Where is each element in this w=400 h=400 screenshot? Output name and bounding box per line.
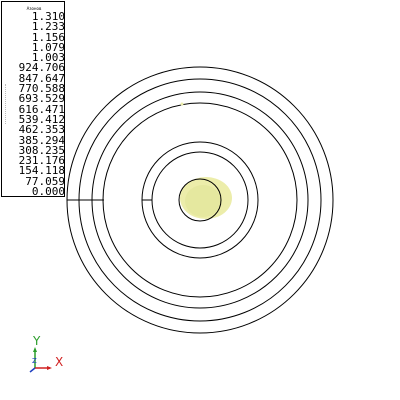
contour-speck <box>180 102 184 106</box>
legend-value: 1.310 <box>31 12 65 23</box>
legend-value: 1.156 <box>31 32 65 43</box>
legend-value: 847.647 <box>18 73 65 85</box>
axis-label-z: Z <box>32 357 37 365</box>
legend-value: 154.118 <box>18 166 65 177</box>
legend-value: 1.079 <box>31 42 65 54</box>
legend-value: 0.000 <box>31 187 65 198</box>
legend-value: 1.003 <box>31 53 65 64</box>
contour-legend: Азонов 1.310 1.233 1.156 1.079 1.003 924… <box>1 1 65 197</box>
legend-scale-marks <box>5 84 8 124</box>
legend-value-list: 1.310 1.233 1.156 1.079 1.003 924.706 84… <box>2 12 65 197</box>
legend-value: 308.235 <box>18 145 65 157</box>
legend-value: 924.706 <box>18 63 65 74</box>
legend-value: 385.294 <box>18 135 65 146</box>
axis-label-x: X <box>55 355 64 369</box>
axis-triad-lines <box>29 347 52 373</box>
axis-label-y: Y <box>33 334 41 348</box>
legend-value: 1.233 <box>31 22 65 33</box>
legend-title: Азонов <box>26 6 42 11</box>
core-circle <box>178 178 222 222</box>
contour-region-core <box>185 185 221 217</box>
legend-value: 693.529 <box>18 94 65 105</box>
legend-value: 770.588 <box>18 84 65 95</box>
z-axis-line <box>29 367 36 373</box>
y-axis-arrow <box>33 347 37 352</box>
legend-value: 616.471 <box>18 104 65 115</box>
legend-value: 539.412 <box>18 114 65 126</box>
legend-value: 231.176 <box>18 156 65 167</box>
axis-triad: Y X Z <box>26 334 70 374</box>
legend-value: 462.353 <box>18 125 65 136</box>
x-axis-arrow <box>47 366 52 370</box>
legend-value: 77.059 <box>25 176 65 188</box>
